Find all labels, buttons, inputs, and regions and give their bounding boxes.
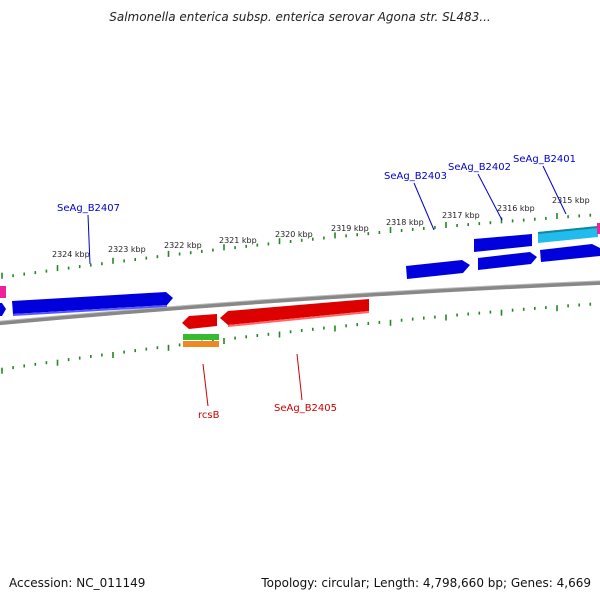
leader-b2401	[542, 165, 567, 215]
gene-forward-b2401-cyan[interactable]	[538, 226, 598, 243]
feature-orange[interactable]	[183, 341, 219, 347]
gene-forward-b2400[interactable]	[540, 244, 600, 262]
leader-rcsB	[202, 363, 209, 407]
accession-text: Accession: NC_011149	[9, 576, 146, 590]
gene-forward-left-partial[interactable]	[0, 303, 6, 316]
topology-summary: Topology: circular; Length: 4,798,660 bp…	[261, 576, 591, 590]
genome-backbone-highlight	[0, 280, 600, 322]
label-b2402[interactable]: SeAg_B2402	[448, 162, 511, 173]
leader-b2405	[296, 353, 303, 401]
gene-reverse-b2405[interactable]	[220, 299, 369, 325]
map-title: Salmonella enterica subsp. enterica sero…	[109, 10, 491, 24]
tick-labels: 2324 kbp 2323 kbp 2322 kbp 2321 kbp 2320…	[52, 196, 590, 259]
tick-label-2315: 2315 kbp	[552, 196, 590, 205]
tick-label-2320: 2320 kbp	[275, 230, 313, 239]
label-b2405[interactable]: SeAg_B2405	[274, 403, 337, 414]
tick-label-2318: 2318 kbp	[386, 218, 424, 227]
label-b2401[interactable]: SeAg_B2401	[513, 154, 576, 165]
gene-pink-right-marker[interactable]	[597, 223, 600, 234]
genome-backbone	[0, 280, 600, 326]
feature-green[interactable]	[183, 334, 219, 340]
gene-pink-marker[interactable]	[0, 286, 6, 298]
tick-label-2316: 2316 kbp	[497, 204, 535, 213]
tick-label-2317: 2317 kbp	[442, 211, 480, 220]
gene-forward-b2407-shade	[13, 305, 167, 316]
label-leaders	[87, 165, 567, 407]
leader-b2407	[87, 214, 91, 265]
gene-labels: SeAg_B2407 SeAg_B2403 SeAg_B2402 SeAg_B2…	[57, 154, 576, 421]
tick-label-2321: 2321 kbp	[219, 236, 257, 245]
gene-reverse-b2405-shade	[228, 311, 369, 327]
gene-forward-b2407[interactable]	[12, 292, 173, 314]
reverse-genes	[182, 299, 369, 347]
tick-label-2323: 2323 kbp	[108, 245, 146, 254]
label-b2407[interactable]: SeAg_B2407	[57, 203, 120, 214]
forward-genes	[0, 223, 600, 316]
gene-forward-b2403[interactable]	[474, 234, 532, 252]
upper-tick-track	[1, 213, 592, 279]
lower-tick-track	[1, 302, 592, 374]
leader-b2403	[413, 182, 435, 231]
label-rcsB[interactable]: rcsB	[198, 410, 220, 421]
gene-reverse-rcsB[interactable]	[182, 314, 217, 329]
leader-b2402	[477, 173, 503, 221]
gene-forward-b2401-cyan-top	[538, 226, 598, 234]
tick-label-2324: 2324 kbp	[52, 250, 90, 259]
tick-label-2319: 2319 kbp	[331, 224, 369, 233]
tick-label-2322: 2322 kbp	[164, 241, 202, 250]
label-b2403[interactable]: SeAg_B2403	[384, 171, 447, 182]
gene-forward-b2404[interactable]	[406, 260, 470, 279]
gene-forward-b2402[interactable]	[478, 252, 537, 270]
